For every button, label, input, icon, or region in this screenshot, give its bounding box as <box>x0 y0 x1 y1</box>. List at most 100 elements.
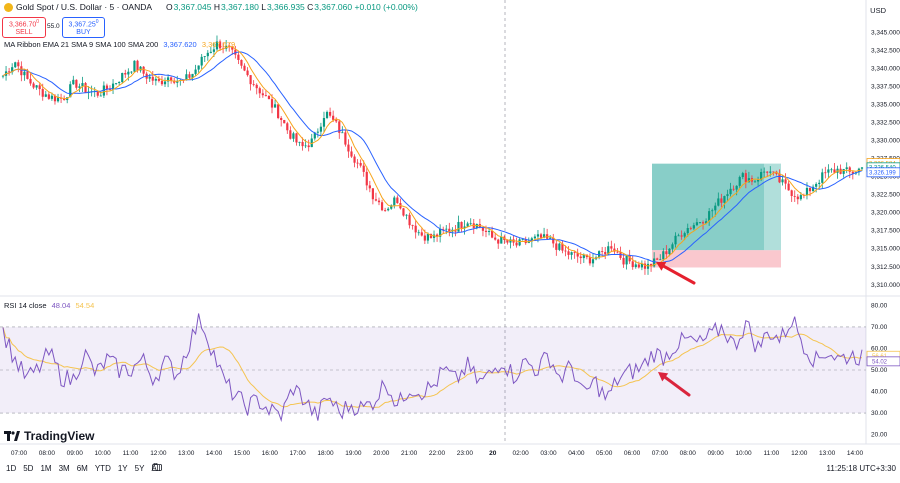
sma-price-badge: 3,326.199 <box>869 171 896 177</box>
candle-body <box>683 233 686 237</box>
candle-body <box>121 73 124 83</box>
time-tick-label: 20:00 <box>373 450 390 457</box>
buy-button[interactable]: 3,367.250 BUY <box>62 17 105 38</box>
candle-body <box>264 95 267 97</box>
candle-body <box>96 90 99 96</box>
ma-ribbon-legend[interactable]: MA Ribbon EMA 21 SMA 9 SMA 100 SMA 200 3… <box>4 40 235 49</box>
candle-body <box>781 179 784 183</box>
price-tick-label: 3,335.000 <box>871 102 900 109</box>
timeframe-5y[interactable]: 5Y <box>134 464 145 473</box>
candle-body <box>292 133 295 139</box>
candle-body <box>249 75 252 85</box>
candle-body <box>270 99 274 108</box>
candle-body <box>341 132 344 134</box>
candle-body <box>273 104 277 108</box>
candle-body <box>497 239 500 244</box>
candle-body <box>423 235 426 241</box>
candle-body <box>127 71 130 75</box>
candle-body <box>118 82 121 84</box>
candle-body <box>185 74 188 81</box>
candle-body <box>625 255 628 265</box>
candle-body <box>75 79 78 88</box>
candle-body <box>280 118 283 121</box>
candle-body <box>405 214 408 216</box>
candle-body <box>662 251 665 260</box>
candle-body <box>860 167 864 169</box>
candle-body <box>203 56 206 57</box>
candle-body <box>601 251 604 252</box>
time-tick-label: 14:00 <box>206 450 223 457</box>
candle-body <box>191 73 194 78</box>
candle-body <box>50 95 54 99</box>
open-label: O <box>166 2 173 12</box>
candle-body <box>701 222 705 224</box>
candle-body <box>136 60 139 71</box>
candle-body <box>484 230 488 232</box>
candle-body <box>643 263 647 269</box>
candle-body <box>218 41 222 49</box>
rsi-badge: 54.02 <box>872 360 888 366</box>
candle-body <box>827 169 830 173</box>
candle-body <box>154 78 157 81</box>
timeframe-3m[interactable]: 3M <box>58 464 70 473</box>
camera-icon[interactable] <box>152 463 162 471</box>
timeframe-6m[interactable]: 6M <box>76 464 88 473</box>
timeframe-ytd[interactable]: YTD <box>94 464 111 473</box>
rsi-legend[interactable]: RSI 14 close 48.04 54.54 <box>4 301 94 310</box>
candle-body <box>714 205 717 211</box>
price-tick-label: 3,312.500 <box>871 264 900 271</box>
candle-body <box>518 239 521 246</box>
candle-body <box>393 197 396 206</box>
candle-body <box>588 257 592 264</box>
price-tick-label: 3,345.000 <box>871 29 900 36</box>
candle-body <box>582 254 585 259</box>
candle-body <box>408 214 411 226</box>
candle-body <box>142 66 145 74</box>
candle-body <box>307 145 310 148</box>
time-tick-label: 20 <box>489 450 497 457</box>
candle-body <box>500 236 503 244</box>
candle-body <box>108 89 112 90</box>
rsi-tick-label: 40.00 <box>871 389 888 396</box>
rsi-tick-label: 20.00 <box>871 432 888 439</box>
candle-body <box>347 144 350 152</box>
candle-body <box>231 46 234 50</box>
candle-body <box>124 73 127 75</box>
time-tick-label: 12:00 <box>791 450 808 457</box>
candle-body <box>41 89 44 97</box>
timeframe-all[interactable]: All <box>151 464 161 473</box>
candle-body <box>649 263 653 267</box>
currency-label[interactable]: USD <box>870 6 886 15</box>
symbol-title[interactable]: Gold Spot / U.S. Dollar · 5 · OANDA <box>16 2 153 12</box>
ma-ribbon-name: MA Ribbon EMA 21 SMA 9 SMA 100 SMA 200 <box>4 40 159 49</box>
candle-body <box>763 171 766 173</box>
candle-body <box>133 60 136 72</box>
ma-value-2: 3,367.679 <box>201 40 236 49</box>
clock[interactable]: 11:25:18 UTC+3:30 <box>826 464 896 473</box>
timeframe-1y[interactable]: 1Y <box>117 464 128 473</box>
timeframe-5d[interactable]: 5D <box>23 464 34 473</box>
time-tick-label: 05:00 <box>596 450 613 457</box>
candle-body <box>53 95 57 102</box>
sell-button[interactable]: 3,366.700 SELL <box>2 17 46 38</box>
candle-body <box>760 172 763 180</box>
candle-body <box>463 226 466 229</box>
candle-body <box>47 94 50 99</box>
candle-body <box>567 251 570 255</box>
gold-icon <box>4 2 13 12</box>
candle-body <box>188 74 191 78</box>
candle-body <box>304 145 307 147</box>
candle-body <box>448 228 451 232</box>
timeframe-1m[interactable]: 1M <box>40 464 52 473</box>
ema-line <box>2 46 863 267</box>
sell-label: SELL <box>15 29 33 37</box>
candle-body <box>38 85 41 90</box>
candle-body <box>824 172 827 174</box>
candle-body <box>335 119 338 122</box>
price-tick-label: 3,310.000 <box>871 282 900 289</box>
sma-price-badge-box <box>866 167 900 178</box>
timeframe-1d[interactable]: 1D <box>6 464 17 473</box>
candle-body <box>322 117 326 127</box>
